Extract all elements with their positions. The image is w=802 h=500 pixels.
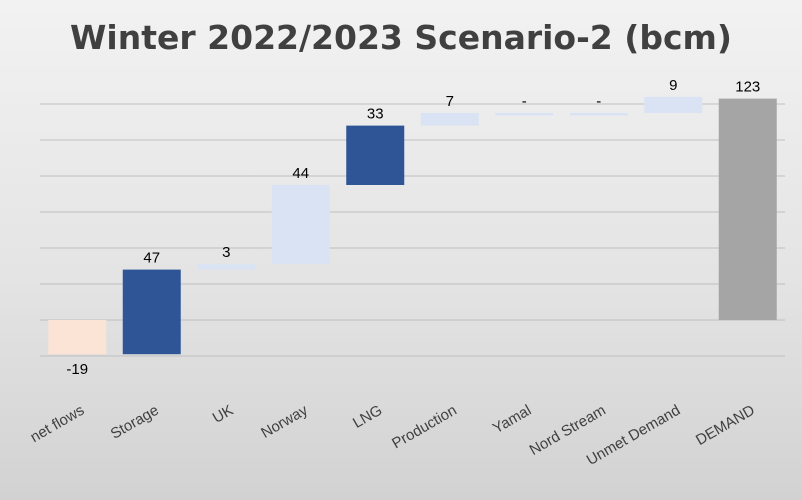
data-label: 33 <box>367 106 384 123</box>
bar-storage <box>122 269 181 355</box>
category-label: Norway <box>258 401 311 441</box>
bars <box>48 96 777 355</box>
bar-yamal <box>495 113 554 116</box>
category-label: Yamal <box>490 402 534 437</box>
bar-lng <box>346 125 405 185</box>
category-axis-labels: net flows Storage UK Norway LNG Production Yam… <box>27 401 757 468</box>
bar-unmet-demand <box>644 96 703 113</box>
category-label: DEMAND <box>693 402 758 449</box>
data-label: 9 <box>669 77 677 94</box>
chart-title: Winter 2022/2023 Scenario-2 (bcm) <box>70 18 732 57</box>
data-label: 44 <box>292 165 309 182</box>
bar-norway <box>271 185 330 265</box>
data-label: - <box>522 93 527 110</box>
data-label: - <box>596 93 601 110</box>
data-label: 47 <box>143 250 160 267</box>
category-label: Production <box>389 402 460 453</box>
bar-nord-stream <box>569 113 628 116</box>
data-label: 123 <box>735 79 760 96</box>
category-label: UK <box>210 402 237 427</box>
bar-demand <box>718 98 777 320</box>
data-label: 7 <box>446 93 454 110</box>
data-labels: -19 47 3 44 33 7 - - 9 123 <box>66 77 760 378</box>
bar-production <box>420 113 479 126</box>
bar-net-flows <box>48 320 107 355</box>
category-label: LNG <box>350 402 385 432</box>
category-label: net flows <box>27 402 87 446</box>
data-label: 3 <box>222 244 230 261</box>
data-label: -19 <box>66 361 88 378</box>
category-label: Storage <box>108 402 162 443</box>
bar-uk <box>197 264 256 270</box>
